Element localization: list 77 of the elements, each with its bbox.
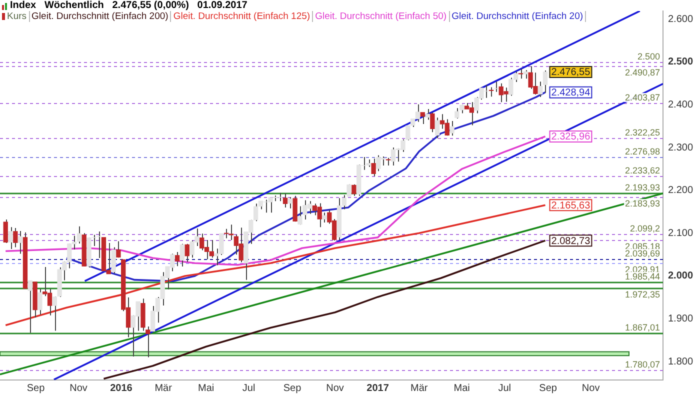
candlestick [371, 158, 376, 177]
x-tick-label: Jul [498, 382, 512, 394]
x-tick-label: Mär [410, 382, 428, 394]
ref-line-label: 2.183,93 [624, 198, 660, 208]
candlestick [111, 246, 116, 274]
y-tick-label: 2.200 [668, 185, 694, 196]
data-label: 2.325,96 [551, 132, 591, 143]
text: Gleit. Durchschnitt (Einfach 50) [313, 11, 450, 22]
y-tick-label: 2.400 [668, 100, 694, 110]
ref-line-label: 2.193,93 [624, 182, 660, 192]
candlestick [116, 240, 121, 258]
y-tick-label: 2.600 [668, 14, 694, 25]
text: Gleit. Durchschnitt (Einfach 200) [30, 11, 172, 22]
ref-line-label: 1.867,01 [624, 322, 660, 332]
candlestick [518, 68, 524, 80]
candlestick [542, 70, 548, 94]
candlestick [352, 184, 356, 196]
ref-line-label: 2.490,87 [624, 67, 660, 78]
candlestick [288, 196, 292, 209]
candlestick [8, 226, 13, 250]
data-label: 2.082,73 [551, 236, 591, 247]
candlestick [282, 192, 288, 208]
ref-line-label: 1.972,35 [624, 289, 660, 300]
x-tick-label: Sep [539, 382, 558, 394]
candlestick [435, 117, 440, 139]
x-tick-label: 2017 [366, 382, 390, 394]
text: Gleit. Durchschnitt (Einfach 125) [171, 11, 314, 22]
ref-line-label: 1.780,07 [624, 359, 660, 370]
x-tick-label: Mai [454, 382, 470, 394]
text: Gleit. Durchschnitt (Einfach 20) [450, 11, 586, 22]
candlestick [52, 296, 57, 332]
candlestick [76, 226, 82, 244]
data-label: 2.165,63 [551, 200, 591, 212]
ref-line-label: 2.039,69 [624, 248, 660, 258]
y-tick-label: 2.500 [668, 56, 694, 68]
x-tick-label: Nov [582, 382, 600, 394]
ref-line-label: 2.233,62 [624, 165, 660, 176]
x-tick-label: 2016 [110, 382, 133, 394]
ref-line-label: 2.099,2 [630, 223, 660, 234]
ref-line-label: 1.985,44 [624, 271, 660, 282]
candlestick [3, 218, 8, 244]
ref-line-label: 2.500 [637, 51, 660, 62]
candlestick [292, 195, 298, 222]
legend-label: Kurs [0, 11, 30, 22]
candlestick [18, 230, 23, 254]
x-tick-label: Nov [326, 382, 344, 394]
ref-line-label: 2.322,25 [624, 127, 660, 138]
candlestick [28, 280, 32, 334]
chart-title: Index Wöchentlich 2.476,55 (0,00%) 01.09.2017 [10, 0, 248, 11]
ref-line-label: 2.403,87 [624, 92, 660, 102]
annotation: 2.476,55 [551, 67, 591, 78]
y-tick-label: 2.300 [668, 142, 694, 154]
candlestick [13, 228, 18, 248]
ref-line-label: 2.276,98 [624, 146, 660, 156]
x-tick-label: Nov [70, 382, 88, 394]
x-tick-label: Sep [283, 382, 302, 394]
candlestick [38, 288, 42, 316]
candlestick [494, 81, 499, 92]
candlestick [450, 120, 454, 136]
candlestick [538, 81, 543, 98]
candlestick [425, 108, 430, 120]
candlestick [430, 112, 435, 133]
x-tick-label: Sep [26, 382, 46, 394]
x-tick-label: Mai [198, 382, 214, 394]
candlestick [322, 212, 327, 223]
x-tick-label: Jul [242, 382, 256, 394]
candlestick [180, 243, 185, 268]
y-tick-label: 2.100 [668, 228, 694, 239]
y-tick-label: 1.900 [668, 314, 694, 325]
y-tick-label: 1.800 [668, 356, 694, 368]
x-tick-label: Mär [154, 382, 173, 394]
candlestick [420, 112, 425, 125]
candlestick [184, 243, 190, 262]
y-tick-label: 2.000 [668, 270, 694, 282]
data-label: 2.428,94 [551, 88, 591, 99]
candlestick [488, 86, 494, 98]
candlestick [174, 252, 180, 267]
